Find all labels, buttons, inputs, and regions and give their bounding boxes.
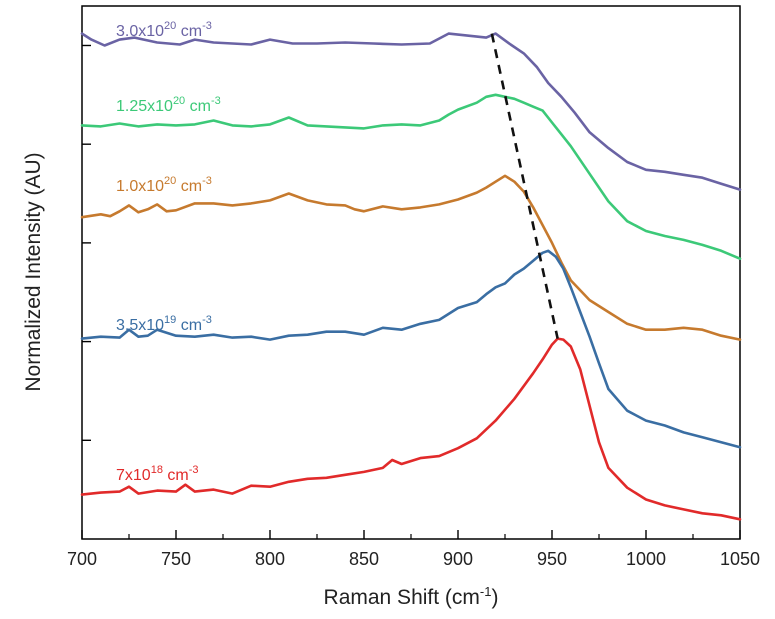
x-tick-label: 950	[537, 549, 567, 569]
x-tick-label: 1000	[626, 549, 666, 569]
x-tick-label: 700	[67, 549, 97, 569]
y-axis-title: Normalized Intensity (AU)	[22, 152, 45, 391]
series-line-3	[80, 249, 742, 449]
series-line-1	[80, 93, 742, 260]
series-label-0: 3.0x1020 cm-3	[116, 20, 212, 40]
plot-frame	[81, 5, 741, 540]
axis-ticks: 700 750 800 850 900 950 1000 1050	[67, 44, 760, 569]
series-line-4	[80, 337, 742, 521]
x-tick-label: 1050	[720, 549, 760, 569]
series-labels: 3.0x1020 cm-3 1.25x1020 cm-3 1.0x1020 cm-3…	[116, 20, 221, 484]
series-group	[80, 32, 742, 521]
series-label-1: 1.25x1020 cm-3	[116, 95, 221, 115]
annotation-group	[490, 33, 559, 339]
series-label-3: 3.5x1019 cm-3	[116, 314, 212, 334]
series-line-0	[80, 32, 742, 191]
series-line-2	[80, 174, 742, 341]
x-tick-label: 850	[349, 549, 379, 569]
x-tick-label: 800	[255, 549, 285, 569]
x-tick-label: 750	[161, 549, 191, 569]
series-label-2: 1.0x1020 cm-3	[116, 175, 212, 195]
x-tick-label: 900	[443, 549, 473, 569]
series-label-4: 7x1018 cm-3	[116, 464, 199, 484]
x-axis-title: Raman Shift (cm-1)	[324, 584, 499, 609]
peak-shift-dashed-line	[490, 33, 559, 339]
